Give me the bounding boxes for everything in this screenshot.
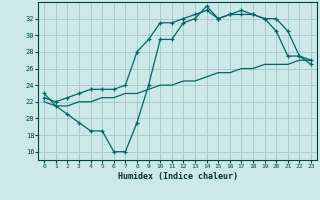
X-axis label: Humidex (Indice chaleur): Humidex (Indice chaleur) [118,172,238,181]
